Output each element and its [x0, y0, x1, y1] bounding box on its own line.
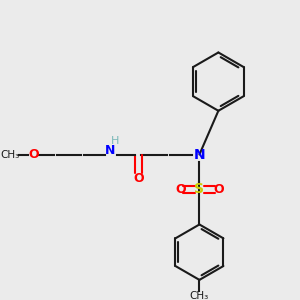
- Text: O: O: [28, 148, 39, 161]
- Text: CH₃: CH₃: [0, 149, 20, 160]
- Text: S: S: [194, 182, 204, 197]
- Text: O: O: [133, 172, 143, 185]
- Text: O: O: [175, 183, 186, 196]
- Text: H: H: [111, 136, 119, 146]
- Text: N: N: [105, 144, 116, 157]
- Text: CH₃: CH₃: [190, 291, 209, 300]
- Text: N: N: [194, 148, 205, 161]
- Text: O: O: [213, 183, 224, 196]
